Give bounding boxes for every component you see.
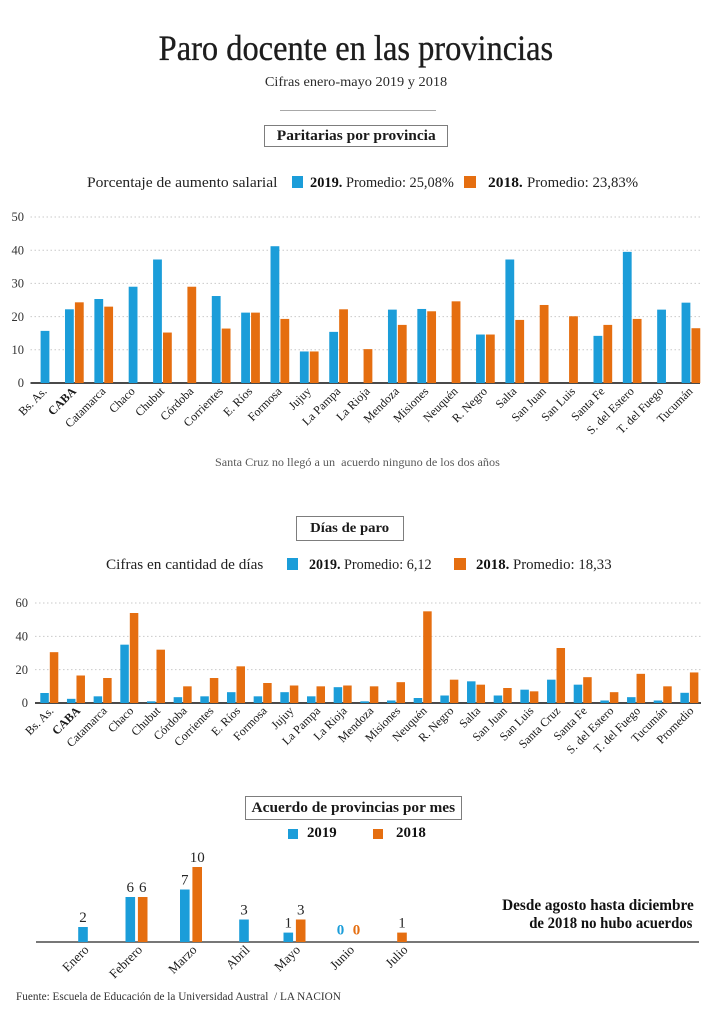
svg-text:20: 20 <box>12 310 25 324</box>
svg-text:0: 0 <box>18 376 24 390</box>
svg-text:10: 10 <box>12 343 25 357</box>
svg-text:2: 2 <box>79 910 87 926</box>
svg-text:Marzo: Marzo <box>165 942 200 977</box>
svg-text:Junio: Junio <box>327 942 358 973</box>
svg-text:50: 50 <box>12 210 25 224</box>
svg-text:3: 3 <box>297 903 305 919</box>
svg-text:0: 0 <box>353 923 361 939</box>
svg-text:Febrero: Febrero <box>106 942 145 981</box>
svg-text:7: 7 <box>181 873 189 889</box>
svg-text:6: 6 <box>127 880 135 896</box>
svg-text:1: 1 <box>398 916 406 932</box>
svg-text:3: 3 <box>240 903 248 919</box>
svg-text:40: 40 <box>16 630 29 644</box>
svg-text:Formosa: Formosa <box>245 384 285 424</box>
svg-text:10: 10 <box>190 850 205 866</box>
svg-text:20: 20 <box>16 663 29 677</box>
svg-text:40: 40 <box>12 243 25 257</box>
svg-text:30: 30 <box>12 277 25 291</box>
svg-text:Abril: Abril <box>223 942 253 972</box>
svg-text:1: 1 <box>285 916 293 932</box>
svg-text:Enero: Enero <box>59 942 92 975</box>
svg-text:Julio: Julio <box>382 942 410 970</box>
svg-text:6: 6 <box>139 880 147 896</box>
svg-text:60: 60 <box>16 596 29 610</box>
svg-text:0: 0 <box>22 696 28 710</box>
svg-text:Mayo: Mayo <box>271 942 303 974</box>
svg-text:0: 0 <box>337 923 345 939</box>
